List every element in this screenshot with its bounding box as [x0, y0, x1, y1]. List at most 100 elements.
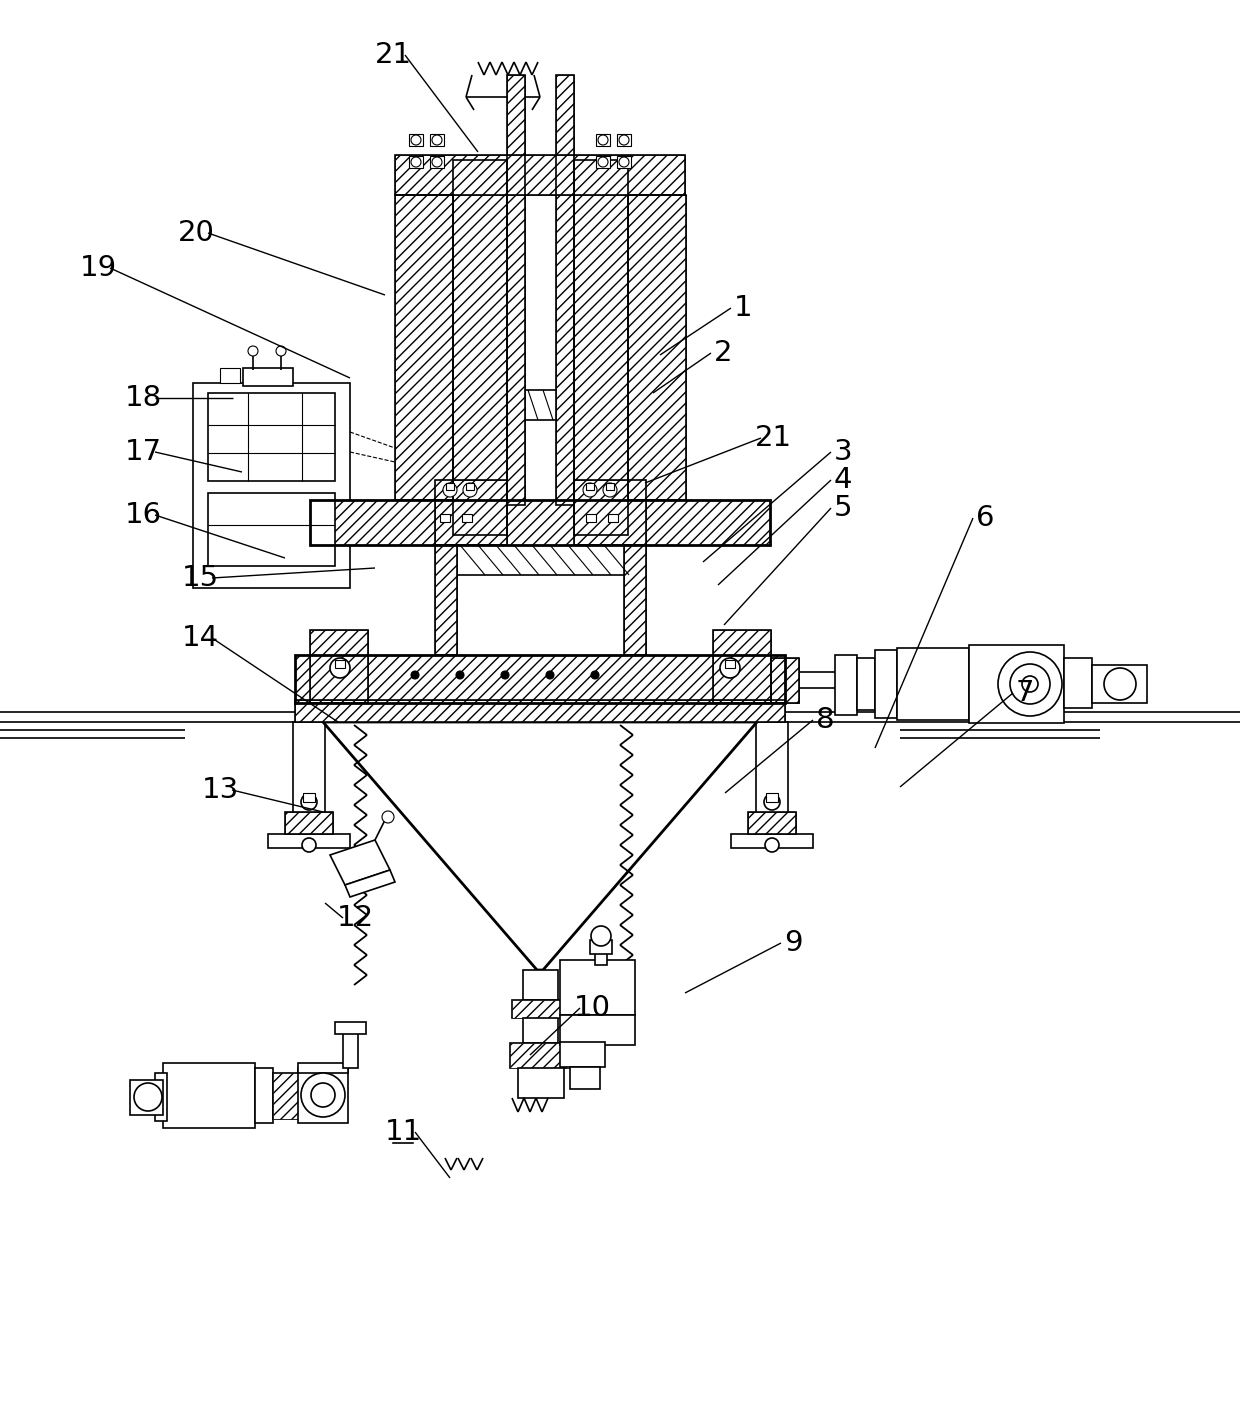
Circle shape — [998, 652, 1061, 716]
Bar — [430, 156, 444, 168]
Bar — [596, 156, 610, 168]
Bar — [1064, 658, 1092, 708]
Text: 2: 2 — [714, 340, 733, 367]
Bar — [897, 648, 968, 721]
Bar — [243, 368, 293, 385]
Text: 16: 16 — [124, 501, 161, 529]
Bar — [627, 195, 686, 499]
Bar — [409, 134, 423, 146]
Bar — [435, 479, 507, 545]
Circle shape — [432, 136, 441, 146]
Circle shape — [546, 671, 554, 679]
Bar — [556, 76, 574, 505]
Bar — [446, 482, 454, 489]
Circle shape — [501, 671, 508, 679]
Bar — [463, 514, 472, 522]
Bar — [608, 514, 618, 522]
Circle shape — [456, 671, 464, 679]
Bar — [295, 655, 785, 704]
Bar — [518, 1067, 564, 1097]
Bar — [435, 479, 507, 545]
Bar — [748, 812, 796, 833]
Bar — [435, 545, 458, 655]
Bar — [285, 812, 334, 833]
Bar — [310, 499, 770, 545]
Bar — [130, 1080, 162, 1114]
Circle shape — [432, 157, 441, 167]
Text: 12: 12 — [336, 903, 373, 932]
Bar — [310, 499, 770, 545]
Bar — [596, 134, 610, 146]
Bar — [396, 195, 453, 499]
Bar — [627, 195, 686, 499]
Bar — [458, 545, 624, 655]
Bar — [507, 76, 525, 505]
Circle shape — [1011, 664, 1050, 704]
Text: 5: 5 — [833, 494, 852, 522]
Circle shape — [443, 482, 458, 497]
Text: 4: 4 — [833, 467, 852, 494]
Circle shape — [1104, 668, 1136, 701]
Text: 7: 7 — [1016, 679, 1034, 706]
Bar — [587, 514, 596, 522]
Text: 13: 13 — [201, 776, 238, 803]
Bar — [771, 658, 799, 704]
Bar — [606, 482, 614, 489]
Text: 10: 10 — [573, 995, 610, 1022]
Circle shape — [410, 136, 422, 146]
Bar — [298, 1067, 348, 1123]
Text: 8: 8 — [816, 706, 835, 733]
Text: 20: 20 — [177, 218, 215, 247]
Circle shape — [330, 658, 350, 678]
Bar — [193, 382, 350, 588]
Circle shape — [619, 157, 629, 167]
Bar — [335, 1022, 366, 1035]
Bar — [771, 658, 799, 704]
Bar — [293, 722, 325, 818]
Bar — [219, 368, 241, 382]
Bar — [570, 1067, 600, 1089]
Bar — [574, 479, 646, 545]
Polygon shape — [330, 841, 391, 885]
Circle shape — [303, 838, 316, 852]
Bar — [624, 545, 646, 655]
Bar — [756, 722, 787, 818]
Bar — [396, 156, 684, 195]
Bar — [713, 629, 771, 704]
Bar — [335, 661, 345, 668]
Circle shape — [1022, 676, 1038, 692]
Text: 17: 17 — [124, 438, 161, 467]
Bar — [453, 160, 507, 535]
Text: 19: 19 — [79, 254, 117, 283]
Text: 14: 14 — [181, 624, 218, 652]
Bar — [396, 195, 453, 499]
Bar — [713, 629, 771, 704]
Circle shape — [311, 1083, 335, 1107]
Bar — [523, 970, 558, 1000]
Bar — [295, 701, 785, 722]
Circle shape — [134, 1083, 162, 1112]
Bar — [857, 658, 875, 711]
Bar — [255, 1067, 273, 1123]
Bar — [507, 76, 525, 505]
Text: 9: 9 — [784, 929, 802, 958]
Bar — [590, 940, 613, 955]
Circle shape — [598, 157, 608, 167]
Bar — [435, 545, 458, 655]
Bar — [512, 1000, 569, 1017]
Circle shape — [583, 482, 596, 497]
Bar — [268, 833, 350, 848]
Text: 18: 18 — [124, 384, 161, 412]
Bar — [732, 833, 813, 848]
Bar — [510, 1043, 572, 1067]
Text: 11: 11 — [384, 1117, 422, 1146]
Bar — [208, 492, 335, 567]
Text: 21: 21 — [754, 424, 791, 452]
Bar — [748, 812, 796, 833]
Polygon shape — [322, 722, 756, 970]
Bar — [310, 629, 368, 704]
Bar — [303, 793, 315, 802]
Bar — [875, 651, 897, 718]
Polygon shape — [345, 870, 396, 898]
Bar — [1092, 665, 1147, 704]
